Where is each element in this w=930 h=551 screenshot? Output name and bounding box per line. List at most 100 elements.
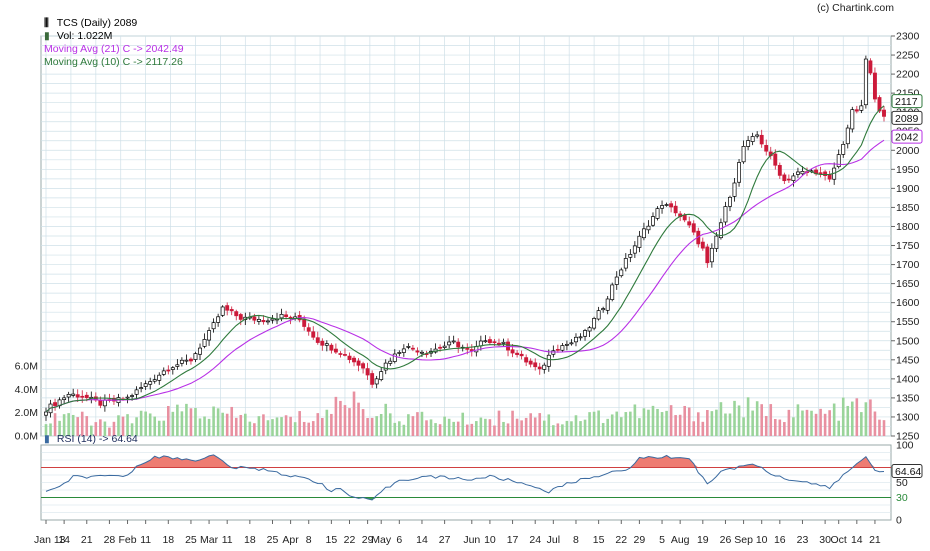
candle-body [279,313,284,319]
volume-bar [434,423,437,436]
volume-bar [234,417,238,436]
volume-bar [171,411,175,436]
x-tick-label: 22 [615,534,627,546]
volume-bar [755,401,759,436]
candle-body [664,204,669,206]
candle-body [179,359,184,364]
x-tick-label: Jun [463,534,480,546]
candle-body [442,345,447,348]
chart-title: TCS (Daily) 2089 [56,17,138,29]
volume-bar [379,414,383,436]
candle-body [392,353,397,362]
candle-body [714,235,719,249]
x-tick-label: 18 [244,534,256,546]
price-tick-label: 2200 [896,69,920,81]
candle-body [651,216,655,226]
volume-bar [49,423,52,436]
value-badges: 2117 2089 2042 64.64 [891,94,923,479]
candle-body [252,316,257,321]
volume-bar [583,419,587,436]
volume-bar [669,405,673,436]
volume-bar [148,413,152,436]
candle-body [184,359,189,362]
x-tick-label: 14 [851,534,863,546]
volume-bar [112,421,116,436]
candle-body [320,340,325,346]
x-tick-label: Oct [831,534,847,546]
x-tick-label: Jan 13 [34,534,66,546]
candle-body [383,362,388,371]
price-tick-label: 1600 [896,297,920,309]
close-badge: 2089 [895,113,919,125]
volume-bar [647,409,650,436]
volume-bar [601,422,605,436]
volume-bar [674,415,677,436]
volume-bar [615,411,619,436]
volume-tick-label: 4.0M [15,384,38,396]
candle-body [592,318,597,329]
x-tick-label: 15 [593,534,605,546]
candle-body [492,341,497,344]
candle-body [845,127,850,145]
candle-body [546,354,551,367]
volume-bar [420,411,424,436]
candle-body [170,367,175,370]
candle-body [619,269,624,277]
volume-bar [488,419,492,436]
rsi-label: RSI (14) -> 64.64 [56,433,138,445]
volume-bar [103,421,107,436]
volume-bar [547,414,551,436]
candle-body [682,214,687,221]
candle-body [872,72,877,100]
candle-body [397,352,402,354]
volume-bar [470,423,474,436]
volume-bar [760,404,763,436]
volume-bar [687,407,691,436]
volume-bar [814,413,818,436]
candlestick-icon: ⫼ [44,17,49,29]
volume-bar [438,424,442,436]
volume-icon: ▮ [44,30,50,42]
candle-body [361,363,366,369]
volume-bar [805,409,809,436]
volume-bar [511,410,514,436]
volume-bar [298,411,301,436]
volume-bar [302,421,306,436]
volume-bar [121,416,125,436]
volume-bar [126,414,129,436]
x-tick-label: 11 [222,534,233,546]
volume-bar [592,411,596,436]
volume-bar [176,404,179,436]
volume-bar [266,420,270,436]
candle-body [605,298,610,311]
candle-body [270,318,275,321]
volume-bar [706,410,709,436]
ma21-legend: Moving Avg (21) C -> 2042.49 [44,43,184,55]
volume-bar [524,417,528,436]
volume-bar [552,425,555,436]
volume-bar [484,418,487,436]
price-tick-label: 1750 [896,240,920,252]
volume-bar [606,418,609,436]
volume-bar [135,417,138,436]
candle-body [610,284,615,300]
volume-bar [515,418,519,436]
candle-body [80,395,85,398]
volume-tick-label: 6.0M [15,361,38,373]
volume-bar [701,421,705,436]
candle-body [791,175,796,181]
candle-body [755,134,760,137]
price-tick-label: 1850 [896,202,920,214]
volume-bars [44,391,886,436]
credit[interactable]: (c) Chartink.com [816,2,894,14]
ma10-legend: Moving Avg (10) C -> 2117.26 [44,56,183,68]
x-tick-label: Sep [734,534,753,546]
volume-bar [293,422,297,436]
volume-bar [642,408,646,436]
volume-bar [873,411,877,436]
volume-bar [366,418,369,436]
candle-body [764,145,769,152]
candle-body [71,393,76,396]
volume-bar [588,412,591,436]
volume-bar [565,420,569,436]
